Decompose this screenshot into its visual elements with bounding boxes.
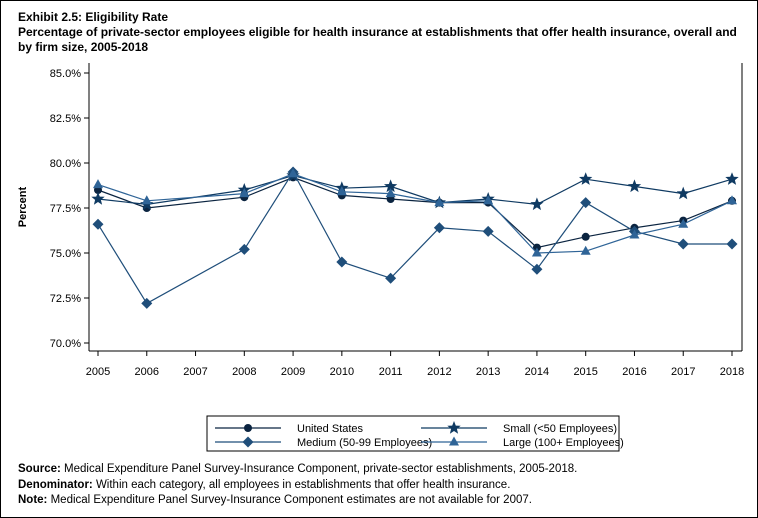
legend-label: Small (<50 Employees) bbox=[503, 423, 617, 435]
x-tick-label: 2010 bbox=[330, 366, 354, 378]
y-tick-label: 85.0% bbox=[50, 68, 81, 80]
note-label: Note: bbox=[18, 494, 48, 506]
data-point-medium-50-99-employees bbox=[580, 197, 592, 209]
legend-marker bbox=[447, 421, 461, 434]
y-tick-label: 77.5% bbox=[50, 203, 81, 215]
x-tick-label: 2007 bbox=[183, 366, 207, 378]
data-point-medium-50-99-employees bbox=[238, 243, 250, 255]
data-point-medium-50-99-employees bbox=[482, 225, 494, 237]
data-point-large-100-employees bbox=[727, 195, 737, 205]
data-point-medium-50-99-employees bbox=[92, 218, 104, 230]
data-point-large-100-employees bbox=[531, 247, 542, 257]
data-point-large-100-employees bbox=[580, 245, 591, 255]
legend bbox=[206, 415, 620, 452]
legend-marker bbox=[449, 436, 459, 446]
y-tick-label: 80.0% bbox=[50, 158, 81, 170]
note-text: Medical Expenditure Panel Survey-Insuran… bbox=[50, 494, 532, 506]
data-point-large-100-employees bbox=[385, 188, 396, 198]
chart-title: Exhibit 2.5: Eligibility Rate bbox=[18, 10, 169, 24]
x-tick-label: 2015 bbox=[573, 366, 597, 378]
legend-label: United States bbox=[297, 423, 364, 435]
x-tick-label: 2014 bbox=[525, 366, 549, 378]
data-point-small-50-employees bbox=[676, 186, 690, 200]
data-point-small-50-employees bbox=[725, 172, 739, 185]
x-tick-label: 2009 bbox=[281, 366, 305, 378]
data-point-small-50-employees bbox=[384, 179, 398, 193]
y-tick-label: 75.0% bbox=[50, 248, 81, 260]
x-tick-label: 2013 bbox=[476, 366, 500, 378]
data-point-small-50-employees bbox=[530, 197, 544, 211]
data-point-large-100-employees bbox=[434, 197, 445, 207]
legend-label: Large (100+ Employees) bbox=[503, 437, 624, 449]
data-point-large-100-employees bbox=[629, 229, 640, 239]
data-point-medium-50-99-employees bbox=[677, 238, 689, 250]
chart-subtitle: Percentage of private-sector employees e… bbox=[18, 25, 737, 54]
x-tick-label: 2012 bbox=[427, 366, 451, 378]
data-point-large-100-employees bbox=[93, 179, 103, 189]
denominator-text: Within each category, all employees in e… bbox=[95, 478, 511, 491]
data-point-medium-50-99-employees bbox=[531, 263, 543, 275]
data-point-medium-50-99-employees bbox=[385, 272, 397, 284]
data-point-united-states bbox=[581, 232, 590, 241]
legend-marker bbox=[244, 424, 252, 432]
source-label: Source: bbox=[18, 463, 61, 475]
data-point-large-100-employees bbox=[483, 195, 494, 205]
x-tick-label: 2006 bbox=[135, 366, 159, 378]
x-tick-label: 2011 bbox=[379, 366, 403, 378]
y-tick-label: 72.5% bbox=[50, 293, 81, 305]
y-tick-label: 82.5% bbox=[50, 113, 81, 125]
data-point-small-50-employees bbox=[627, 179, 642, 193]
data-point-medium-50-99-employees bbox=[433, 222, 445, 234]
x-tick-label: 2008 bbox=[232, 366, 256, 378]
x-tick-label: 2016 bbox=[622, 366, 646, 378]
y-tick-label: 70.0% bbox=[50, 338, 81, 350]
y-axis-label: Percent bbox=[17, 186, 29, 227]
data-point-large-100-employees bbox=[678, 218, 689, 228]
x-tick-label: 2017 bbox=[671, 366, 695, 378]
x-tick-label: 2018 bbox=[720, 366, 744, 378]
chart-notes: Source: Medical Expenditure Panel Survey… bbox=[18, 462, 577, 509]
denominator-label: Denominator: bbox=[18, 478, 93, 491]
data-point-large-100-employees bbox=[336, 186, 347, 196]
data-point-large-100-employees bbox=[288, 168, 299, 178]
source-text: Medical Expenditure Panel Survey-Insuran… bbox=[64, 463, 578, 475]
legend-marker bbox=[242, 436, 254, 448]
data-point-medium-50-99-employees bbox=[141, 297, 153, 309]
legend-label: Medium (50-99 Employees) bbox=[297, 437, 432, 449]
data-point-medium-50-99-employees bbox=[726, 238, 738, 250]
data-point-small-50-employees bbox=[91, 192, 105, 205]
x-tick-label: 2005 bbox=[86, 366, 110, 378]
data-point-large-100-employees bbox=[141, 195, 152, 205]
data-point-medium-50-99-employees bbox=[336, 256, 348, 268]
data-point-large-100-employees bbox=[239, 188, 250, 198]
data-point-small-50-employees bbox=[579, 172, 593, 185]
